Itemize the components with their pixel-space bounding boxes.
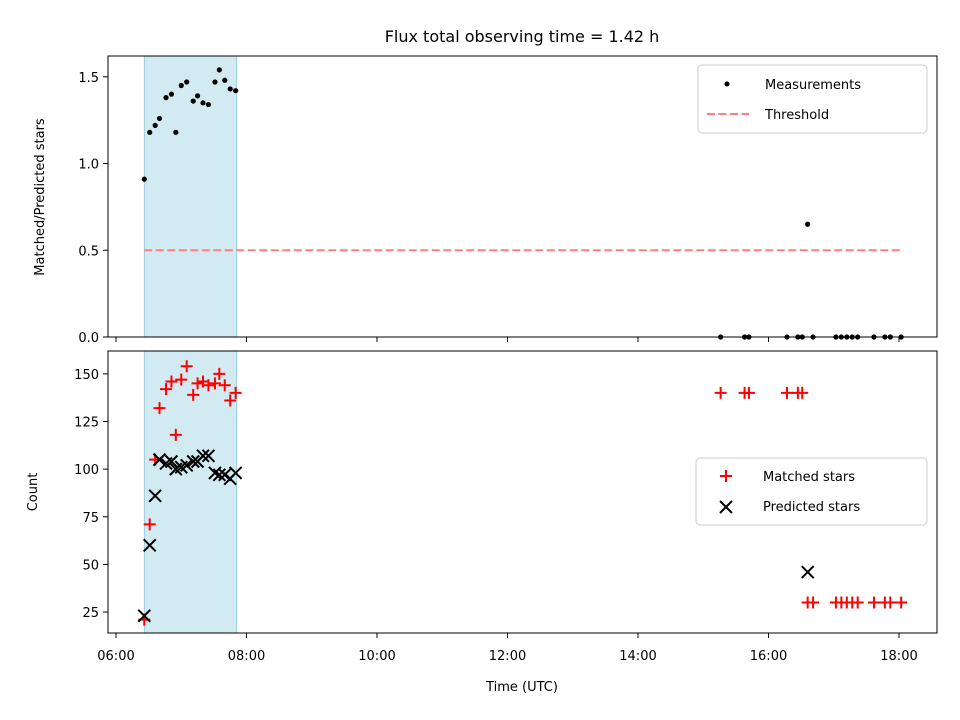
measurement-point (178, 82, 184, 89)
measurement-point (227, 86, 233, 92)
legend-measurements-label: Measurements (765, 78, 861, 93)
top-y-ticks: 0.0 0.5 1.0 1.5 (78, 71, 108, 346)
bottom-y-axis-label: Count (26, 473, 41, 512)
legend-matched-label: Matched stars (763, 470, 855, 485)
matched-star-point (153, 402, 166, 415)
top-legend-box (697, 64, 928, 134)
predicted-star-point (179, 458, 194, 473)
flux-ratio-panel: 0.0 0.5 1.0 1.5 Flux total observing time =… (33, 27, 938, 346)
measurement-point (173, 129, 179, 135)
measurement-point (194, 93, 201, 99)
matched-star-point (187, 388, 200, 401)
bottom-axes-frame (107, 350, 938, 634)
matched-star-point (218, 379, 231, 392)
measurement-point (205, 101, 212, 108)
measurement-point (216, 67, 222, 73)
legend-predicted-label: Predicted stars (763, 500, 860, 515)
measurement-point (184, 79, 190, 85)
bottom-star-points (137, 360, 908, 626)
matched-star-point (796, 386, 809, 399)
matched-star-point (191, 377, 204, 390)
matched-star-point (895, 596, 908, 609)
predicted-star-point (196, 449, 210, 463)
matched-star-point (851, 596, 864, 609)
measurement-point (190, 98, 196, 104)
top-y-tick-label: 1.5 (78, 71, 99, 86)
matched-star-point (169, 428, 182, 441)
top-y-axis-label: Matched/Predicted stars (33, 118, 48, 276)
x-tick-label: 06:00 (97, 649, 134, 664)
x-tick-label: 14:00 (619, 649, 656, 664)
bottom-y-tick-label: 100 (74, 463, 99, 478)
matched-star-point (208, 377, 221, 390)
measurement-point (200, 100, 206, 106)
predicted-star-point (148, 489, 162, 503)
predicted-star-point (186, 454, 200, 469)
bottom-legend: Matched stars Predicted stars (695, 457, 928, 526)
matched-star-point (714, 386, 727, 399)
measurement-point (156, 115, 163, 122)
measurement-point (147, 129, 153, 135)
measurement-point (168, 91, 175, 97)
matched-star-point (224, 394, 237, 407)
x-tick-label: 10:00 (358, 649, 395, 664)
x-axis-label: Time (UTC) (485, 680, 558, 695)
matched-star-point (742, 386, 755, 399)
predicted-star-point (137, 609, 151, 623)
legend-threshold-label: Threshold (764, 108, 829, 123)
measurement-point (212, 79, 218, 85)
top-y-tick-label: 0.0 (78, 331, 99, 346)
top-y-tick-label: 0.5 (78, 244, 99, 259)
measurement-point (141, 176, 147, 182)
measurement-point (163, 95, 169, 101)
star-count-panel: 06:00 08:00 10:00 12:00 14:00 16:00 18:00 25 50… (26, 350, 938, 695)
predicted-star-point (164, 454, 179, 469)
matched-star-point (175, 373, 188, 386)
x-tick-label: 16:00 (750, 649, 787, 664)
matched-star-point (780, 386, 793, 399)
bottom-legend-box (695, 457, 928, 526)
legend-measurements-marker (724, 81, 730, 87)
matched-star-point (229, 386, 242, 399)
x-tick-label: 18:00 (880, 649, 917, 664)
matched-star-point (165, 375, 178, 388)
matched-star-point (143, 518, 156, 531)
top-highlight-span-layer (143, 55, 238, 338)
bottom-y-tick-label: 25 (82, 606, 99, 621)
matched-star-point (202, 379, 215, 392)
matched-star-point (867, 596, 880, 609)
observing-window-span (143, 55, 238, 338)
predicted-star-point (800, 565, 815, 579)
matched-star-point (213, 367, 226, 380)
x-tick-label: 12:00 (489, 649, 526, 664)
chart-title: Flux total observing time = 1.42 h (385, 27, 660, 46)
legend-matched-marker (720, 470, 732, 482)
predicted-star-point (212, 468, 227, 482)
matched-star-point (180, 360, 193, 373)
predicted-star-point (201, 449, 216, 463)
bottom-y-ticks: 25 50 75 100 125 150 (74, 368, 108, 621)
predicted-star-point (228, 466, 243, 480)
bottom-y-tick-label: 125 (74, 416, 99, 431)
bottom-y-tick-label: 150 (74, 368, 99, 383)
top-y-tick-label: 1.0 (78, 158, 99, 173)
predicted-star-point (152, 452, 167, 467)
bottom-y-tick-label: 50 (82, 558, 99, 573)
bottom-x-ticks: 06:00 08:00 10:00 12:00 14:00 16:00 18:00 (97, 633, 918, 664)
measurement-point (222, 77, 228, 83)
legend-predicted-marker (719, 500, 733, 514)
measurement-point (233, 88, 239, 94)
top-legend: Measurements Threshold (697, 64, 928, 134)
measurement-point (805, 221, 811, 227)
x-tick-label: 08:00 (228, 649, 265, 664)
predicted-star-point (143, 538, 157, 553)
matched-star-point (160, 383, 173, 396)
matched-star-point (807, 596, 820, 609)
bottom-y-tick-label: 75 (82, 511, 99, 526)
top-axes-frame (107, 55, 938, 338)
matched-star-point (884, 596, 897, 609)
measurement-point (152, 122, 158, 128)
top-x-ticks (115, 337, 900, 342)
